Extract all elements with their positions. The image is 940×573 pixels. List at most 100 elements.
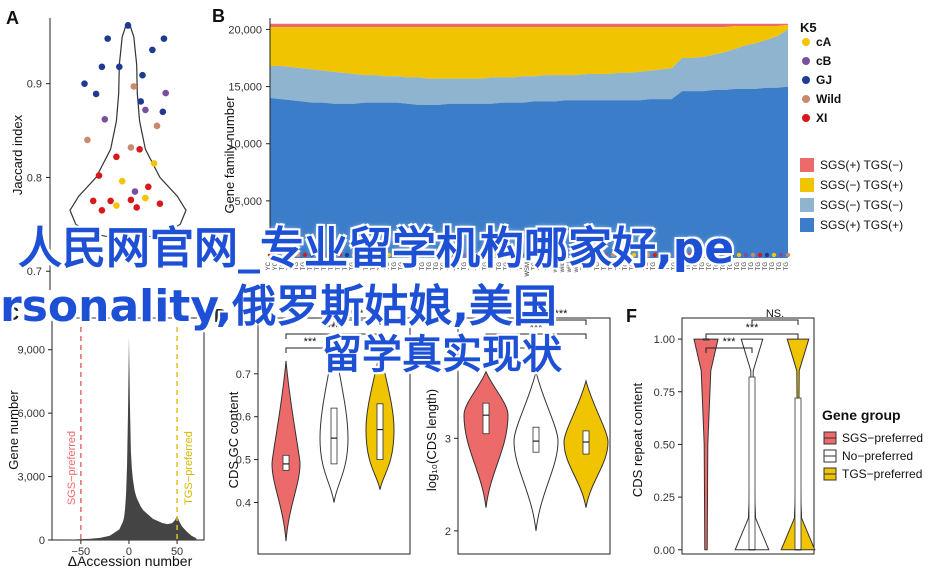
panel-b-accession-marker [505, 252, 511, 258]
panel-b-xtick-label: TG [329, 262, 335, 271]
panel-b-legend-swatch [800, 158, 814, 172]
panel-a-point-ca [150, 160, 158, 167]
area-sgs-minus-tgs-plus [270, 24, 788, 79]
violin-box [376, 403, 384, 460]
panel-b-legend-swatch [800, 198, 814, 212]
panel-a-point-ca [142, 194, 149, 202]
panel-b-accession-marker [575, 252, 581, 258]
panel-a-point-gj [139, 71, 146, 79]
panel-b-accession-marker [596, 252, 602, 258]
violin-ytick-label: 4 [445, 341, 451, 353]
panel-b-xtick-label: TG [462, 262, 468, 271]
panel-a-violin-outline [69, 22, 187, 240]
panel-b-xtick-label: TG [581, 262, 587, 271]
panel-b-accession-marker [547, 252, 553, 258]
panel-a-point-cb [142, 106, 149, 114]
significance-bracket [333, 319, 381, 325]
panel-b-accession-marker [442, 252, 448, 258]
k5-legend-swatch-wild [802, 95, 810, 103]
panel-e-length-violin: log₁₀(CDS length) [424, 317, 611, 555]
panel-b-xtick-label: TG [364, 262, 370, 271]
panel-b-accession-marker [407, 252, 413, 258]
significance-label: *** [555, 308, 569, 320]
panel-label-a: A [6, 8, 19, 28]
violin-ytick-label: 2 [445, 526, 451, 538]
panel-b-xtick-label: TG [721, 262, 727, 271]
panel-a-point-ca [118, 177, 126, 185]
violin-sgs-preferred [463, 370, 509, 508]
panel-b-xtick-label: TG [651, 262, 657, 271]
panel-c-xtick-label: 50 [171, 546, 183, 558]
panel-b-accession-marker [281, 252, 287, 258]
panel-b-xtick-label: TG [707, 262, 713, 271]
significance-label: *** [530, 322, 544, 334]
violin-ytick-label: 0.25 [654, 492, 675, 504]
panel-b-legend-title: K5 [800, 20, 817, 35]
panel-b-ytick-label: 10,000 [228, 139, 262, 151]
panel-b-xtick-label: TG [343, 262, 349, 271]
panel-b-accession-marker [652, 252, 658, 258]
panel-b-accession-marker [624, 252, 630, 258]
panel-b-xtick-label: TG [371, 262, 377, 271]
significance-label: *** [505, 336, 519, 348]
panel-b-accession-marker [645, 252, 651, 258]
panel-b-xtick-label: TG [490, 262, 496, 271]
panel-d-ylabel: CDS GC content [226, 391, 241, 488]
panel-b-accession-marker [414, 252, 420, 258]
panel-a-point-gj [81, 80, 88, 87]
panel-b-xtick-label: TG [427, 262, 433, 271]
histogram-bars [71, 337, 197, 540]
panel-b-accession-marker [673, 252, 679, 258]
panel-b-xtick-label: TG [336, 262, 342, 271]
panel-a-point-gj [104, 35, 111, 42]
panel-b-xtick-label: TG [658, 262, 664, 271]
panel-a-point-cb [162, 89, 169, 97]
violin-ytick-label: 0.50 [654, 439, 675, 451]
panel-b-accession-marker [694, 252, 700, 258]
panel-b-xtick-label: TG [616, 262, 622, 271]
area-sgs-minus-tgs-minus [270, 29, 788, 105]
panel-b-accession-marker [358, 252, 364, 258]
panel-b-accession-marker [379, 252, 385, 258]
panel-f-legend-title: Gene group [822, 407, 901, 423]
panel-b-legend-label: SGS(−) TGS(−) [820, 198, 903, 212]
panel-a-point-xi [113, 153, 120, 161]
violin-box [482, 402, 490, 435]
panel-b-accession-marker [330, 252, 336, 258]
panel-b-xtick-label: wild [567, 262, 573, 273]
panel-b-xtick-label: TG [420, 262, 426, 271]
panel-b-xtick-label: TG [308, 262, 314, 271]
panel-b-accession-marker [267, 252, 273, 258]
panel-b-xtick-label: TG [630, 262, 636, 271]
panel-a-point-wild [127, 144, 135, 151]
panel-c-ytick-label: 9,000 [17, 345, 45, 357]
panel-b-accession-marker [589, 252, 595, 258]
panel-b-xtick-label: TG [735, 262, 741, 271]
panel-c-histogram: Gene number ΔAccession number 0 3,000 6,00… [6, 317, 205, 569]
panel-b-accession-marker [449, 252, 455, 258]
k5-legend-label: XI [816, 111, 827, 125]
panel-b-xtick-label: TG [602, 262, 608, 271]
panel-b-xtick-label: TG [728, 262, 734, 271]
panel-a-point-gj [116, 63, 123, 71]
panel-b-xtick-label: TG [497, 262, 503, 271]
panel-b-accession-marker [680, 252, 686, 258]
violin-ytick-label: 0.00 [654, 545, 675, 557]
panel-b-xtick-label: TG [399, 262, 405, 271]
violin-ytick-label: 0.5 [236, 455, 251, 467]
panel-b-accession-marker [526, 252, 532, 258]
panel-b-accession-marker [764, 252, 770, 258]
panel-b-accession-marker [428, 252, 434, 258]
panel-b-accession-marker [715, 252, 721, 258]
panel-b-accession-marker [463, 252, 469, 258]
panel-b-xtick-label: TG [693, 262, 699, 271]
panel-c-ytick-label: 0 [39, 535, 45, 547]
panel-a-point-xi [89, 197, 97, 205]
panel-a-point-gj [92, 90, 100, 98]
panel-label-f: F [626, 306, 637, 326]
panel-b-accession-marker [582, 252, 588, 258]
overlay-text-line-2: rsonality,俄罗斯姑娘,美国 [0, 281, 558, 332]
sgs-preferred-annotation: SGS−preferred [66, 431, 78, 505]
panel-c-ytick-label: 6,000 [17, 408, 45, 420]
